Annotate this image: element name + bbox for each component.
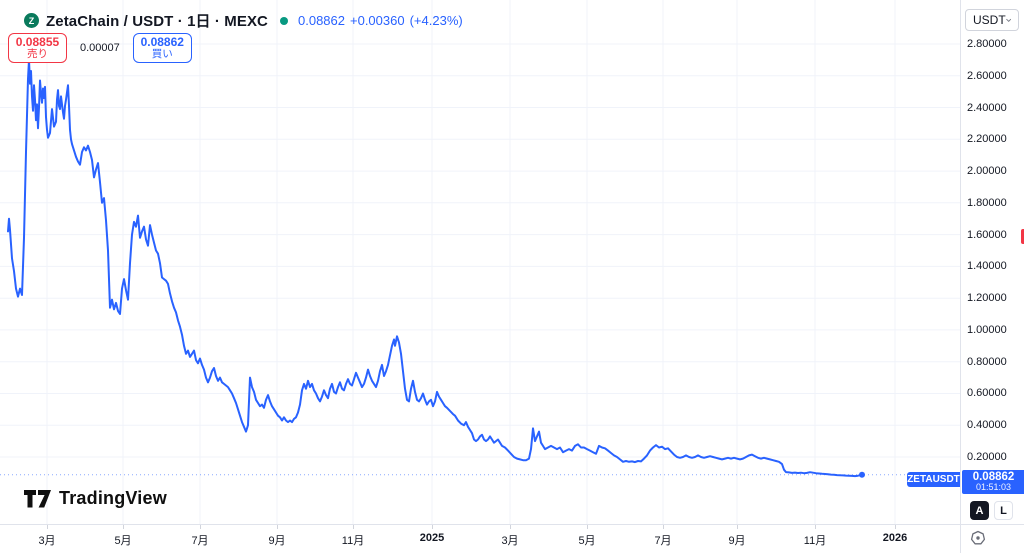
axis-corner-cell <box>960 525 1024 553</box>
price-tick-label: 0.80000 <box>967 356 1007 368</box>
time-axis-label: 5月 <box>114 535 132 547</box>
price-change-abs: +0.00360 <box>350 13 405 28</box>
sell-button[interactable]: 0.08855 売り <box>8 33 67 63</box>
time-axis-tick <box>277 525 278 529</box>
price-tick-label: 2.00000 <box>967 165 1007 177</box>
price-tick-label: 1.40000 <box>967 260 1007 272</box>
time-axis-label: 5月 <box>578 535 596 547</box>
price-tick-label: 1.60000 <box>967 229 1007 241</box>
price-tick-label: 1.20000 <box>967 292 1007 304</box>
buy-label: 買い <box>151 47 173 60</box>
price-tick-label: 2.40000 <box>967 102 1007 114</box>
last-price-axis-value: 0.08862 <box>972 471 1015 484</box>
currency-dropdown[interactable]: USDT <box>965 9 1019 31</box>
time-axis-label: 2025 <box>419 532 445 544</box>
price-tick-label: 1.80000 <box>967 197 1007 209</box>
price-change-pct: (+4.23%) <box>409 13 463 28</box>
price-tick-label: 2.60000 <box>967 70 1007 82</box>
time-axis-label: 9月 <box>268 535 286 547</box>
time-axis-tick <box>47 525 48 529</box>
time-axis-label: 11月 <box>803 535 827 547</box>
price-line-chart[interactable] <box>0 0 960 524</box>
time-axis-label: 3月 <box>38 535 56 547</box>
time-axis-label: 7月 <box>654 535 672 547</box>
price-tick-label: 1.00000 <box>967 324 1007 336</box>
time-axis-tick <box>200 525 201 529</box>
currency-dropdown-value: USDT <box>973 13 1006 27</box>
price-tick-label: 2.80000 <box>967 38 1007 50</box>
buy-sell-row: 0.08855 売り 0.00007 0.08862 買い <box>8 33 192 63</box>
time-axis-tick <box>895 525 896 529</box>
time-axis-tick <box>737 525 738 529</box>
time-axis-label: 7月 <box>191 535 209 547</box>
time-axis-label: 9月 <box>728 535 746 547</box>
price-tick-label: 0.40000 <box>967 419 1007 431</box>
price-line-series <box>7 58 865 478</box>
chart-area[interactable]: Z ZetaChain / USDT · 1日 · MEXC 0.08862 +… <box>0 0 960 524</box>
tradingview-logo-icon <box>24 489 51 507</box>
time-axis[interactable]: 3月 5月 7月 9月 11月 2025 3月 5月 7月 9月 11月 2026 <box>0 524 1024 553</box>
price-axis[interactable]: USDT 2.80000 2.60000 2.40000 2.20000 2.00000… <box>960 0 1024 524</box>
auto-scale-button[interactable]: A <box>970 501 989 520</box>
time-axis-tick <box>587 525 588 529</box>
time-axis-label: 11月 <box>341 535 365 547</box>
time-axis-label: 2026 <box>882 532 908 544</box>
price-change-group: 0.08862 +0.00360 (+4.23%) <box>298 13 463 28</box>
grid-lines <box>0 0 960 524</box>
time-axis-tick <box>432 525 433 529</box>
bar-countdown: 01:51:03 <box>975 482 1012 493</box>
sell-price: 0.08855 <box>15 34 60 49</box>
tradingview-watermark-text: TradingView <box>59 488 167 508</box>
time-axis-tick <box>663 525 664 529</box>
symbol-title-row: Z ZetaChain / USDT · 1日 · MEXC 0.08862 +… <box>24 10 463 31</box>
sell-marker-edge <box>1021 229 1024 244</box>
last-price-value: 0.08862 <box>298 13 345 28</box>
time-axis-tick <box>815 525 816 529</box>
price-tick-label: 0.20000 <box>967 451 1007 463</box>
zetachain-logo-icon: Z <box>24 13 39 28</box>
time-axis-tick <box>510 525 511 529</box>
spread-value: 0.00007 <box>80 42 120 54</box>
chevron-down-icon <box>1005 18 1011 22</box>
buy-button[interactable]: 0.08862 買い <box>132 33 192 63</box>
buy-price: 0.08862 <box>140 34 184 49</box>
symbol-title[interactable]: ZetaChain / USDT · 1日 · MEXC <box>46 13 268 30</box>
log-scale-button[interactable]: L <box>994 501 1013 520</box>
settings-gear-icon[interactable] <box>970 530 986 546</box>
time-axis-label: 3月 <box>501 535 519 547</box>
time-axis-tick <box>123 525 124 529</box>
price-tick-label: 2.20000 <box>967 133 1007 145</box>
tradingview-watermark[interactable]: TradingView <box>24 488 167 509</box>
market-status-icon[interactable] <box>280 16 288 25</box>
sell-label: 売り <box>27 47 48 60</box>
series-symbol-tag: ZETAUSDT <box>907 472 960 487</box>
price-tick-label: 0.60000 <box>967 387 1007 399</box>
time-axis-tick <box>353 525 354 529</box>
last-price-axis-label: 0.08862 01:51:03 <box>962 470 1024 494</box>
